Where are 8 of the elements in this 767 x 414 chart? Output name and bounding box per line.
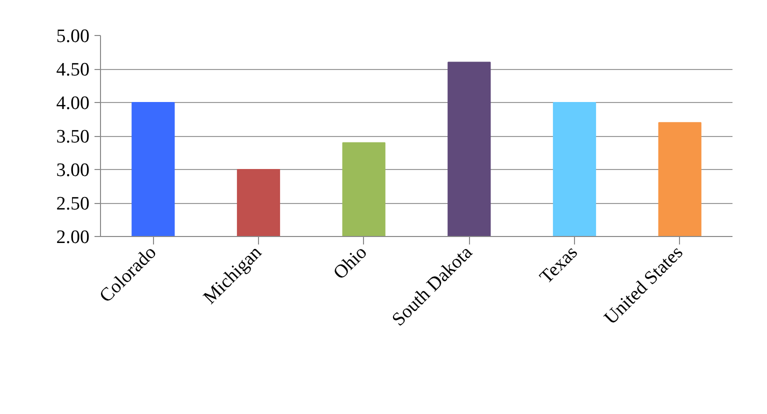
y-tick-label: 4.00 (56, 93, 90, 114)
y-tick-label: 4.50 (56, 60, 90, 80)
y-tick-label: 5.00 (56, 26, 90, 47)
x-tick-label: Ohio (330, 242, 372, 284)
y-tick-label: 2.50 (56, 194, 90, 214)
y-tick-label: 3.00 (56, 160, 90, 181)
y-tick-label: 2.00 (56, 227, 90, 248)
y-tick-label: 3.50 (56, 126, 90, 148)
